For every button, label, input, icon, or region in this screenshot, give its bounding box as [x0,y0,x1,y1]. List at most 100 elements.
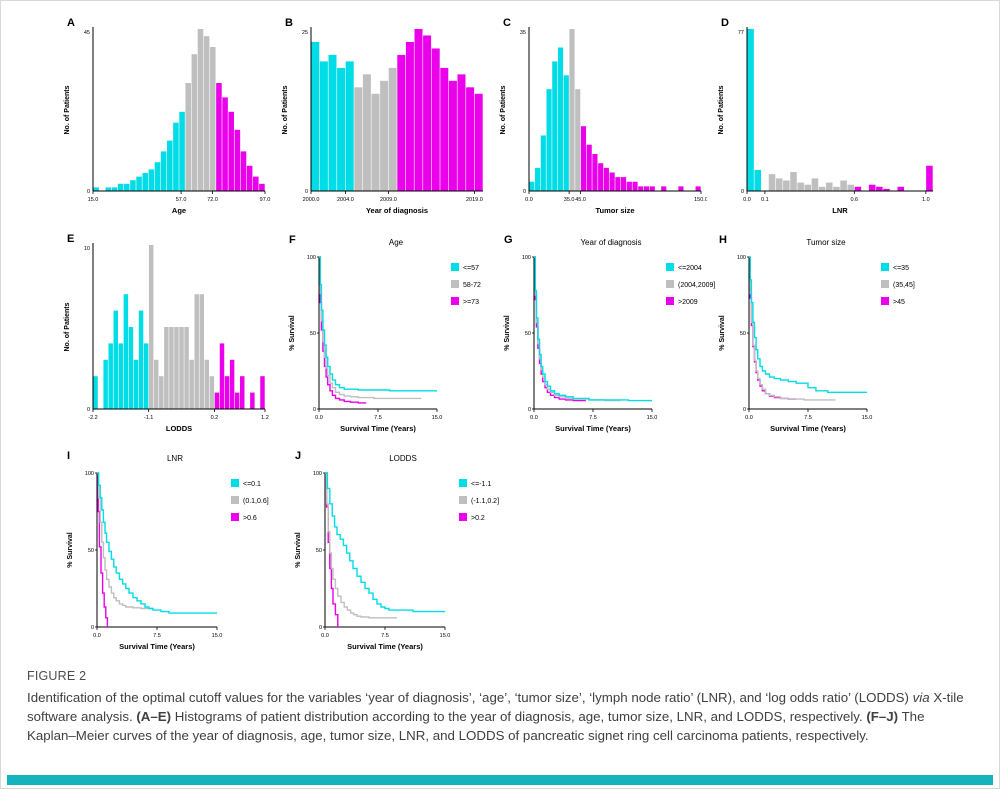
svg-text:57.0: 57.0 [176,197,187,203]
svg-text:72.0: 72.0 [207,197,218,203]
svg-text:100: 100 [522,255,531,261]
km-h-svg: 0.0 7.5 15.0 100 50 0 Survival Time (Years) % S… [719,234,915,433]
svg-text:No. of Patients: No. of Patients [282,85,289,134]
caption-segment: The Kaplan–Meier curves of the year of d… [27,708,925,743]
panel-e-lodds-histogram: -2.2 -1.1 0.2 1.2 10 0 LODDS No. of Patients E [59,231,271,445]
svg-text:No. of Patients: No. of Patients [500,85,507,134]
svg-text:(-1.1,0.2]: (-1.1,0.2] [471,498,499,505]
histogram-b-svg: 2000.0 2004.0 2009.0 2019.0 25 0 Year of diagn… [282,17,483,215]
legend-swatch-gray [231,496,239,504]
svg-text:7.5: 7.5 [153,633,161,639]
svg-text:(0.1,0.6]: (0.1,0.6] [243,498,269,505]
svg-text:97.0: 97.0 [260,197,271,203]
legend-swatch-cyan [459,479,467,487]
svg-text:100: 100 [737,255,746,261]
km-f-svg: 0.0 7.5 15.0 100 50 0 Survival Time (Years) % S… [289,234,481,433]
legend-swatch-cyan [666,263,674,271]
svg-text:0: 0 [87,189,90,195]
svg-text:0: 0 [523,189,526,195]
histogram-d-svg: 0.0 0.1 0.6 1.0 77 0 LNR No. of Patients D [718,17,933,215]
svg-text:50: 50 [740,331,746,337]
svg-text:15.0: 15.0 [440,633,451,639]
figure-caption: FIGURE 2 Identification of the optimal c… [27,669,975,746]
svg-text:F: F [289,234,296,246]
histogram-e-svg: -2.2 -1.1 0.2 1.2 10 0 LODDS No. of Patients E [64,233,269,433]
svg-text:45: 45 [84,30,90,36]
svg-text:Tumor size: Tumor size [806,238,846,247]
caption-segment: via [912,690,930,705]
svg-text:2000.0: 2000.0 [303,197,320,203]
svg-text:Survival Time (Years): Survival Time (Years) [340,424,416,433]
svg-text:<=57: <=57 [463,265,479,272]
svg-text:Age: Age [389,238,404,247]
figure-caption-text: Identification of the optimal cutoff val… [27,689,975,746]
legend-swatch-magenta [666,297,674,305]
svg-text:0.0: 0.0 [743,197,751,203]
panel-b-year-histogram: 2000.0 2004.0 2009.0 2019.0 25 0 Year of diagn… [277,15,489,227]
svg-text:Tumor size: Tumor size [595,206,634,215]
svg-text:35.0: 35.0 [564,197,575,203]
svg-text:0.0: 0.0 [525,197,533,203]
histogram-c-svg: 0.0 35.0 45.0 150.0 35 0 Tumor size No. of Pati… [500,17,708,215]
svg-text:7.5: 7.5 [804,415,812,421]
svg-text:50: 50 [316,548,322,554]
svg-text:Year of diagnosis: Year of diagnosis [366,206,428,215]
km-j-svg: 0.0 7.5 15.0 100 50 0 Survival Time (Years) % S… [295,450,499,651]
svg-text:Age: Age [172,206,186,215]
svg-text:50: 50 [88,548,94,554]
svg-text:100: 100 [307,255,316,261]
legend-swatch-cyan [881,263,889,271]
svg-text:No. of Patients: No. of Patients [64,302,71,351]
svg-text:No. of Patients: No. of Patients [718,85,725,134]
legend-swatch-magenta [459,513,467,521]
svg-text:C: C [503,17,511,29]
caption-segment: Histograms of patient distribution accor… [171,708,867,724]
panel-a-age-histogram: 15.0 57.0 72.0 97.0 45 0 Age No. of Patients A [59,15,271,227]
svg-text:2019.0: 2019.0 [466,197,483,203]
svg-text:<=35: <=35 [893,265,909,272]
svg-text:0: 0 [741,189,744,195]
legend-swatch-gray [459,496,467,504]
svg-text:% Survival: % Survival [295,532,302,567]
svg-text:Year of diagnosis: Year of diagnosis [580,238,641,247]
svg-text:-2.2: -2.2 [88,415,97,421]
svg-text:% Survival: % Survival [504,315,511,350]
svg-text:1.2: 1.2 [261,415,269,421]
panel-d-lnr-histogram: 0.0 0.1 0.6 1.0 77 0 LNR No. of Patients D [713,15,939,227]
panel-f-age-km-curve: 0.0 7.5 15.0 100 50 0 Survival Time (Years) % S… [283,231,511,445]
footer-accent-bar [7,775,993,785]
caption-segment: Identification of the optimal cutoff val… [27,690,913,705]
svg-text:15.0: 15.0 [432,415,443,421]
svg-text:D: D [721,17,729,29]
svg-text:>45: >45 [893,299,905,306]
svg-text:150.0: 150.0 [694,197,707,203]
caption-segment: (F–J) [866,708,899,724]
svg-text:15.0: 15.0 [88,197,99,203]
svg-text:45.0: 45.0 [575,197,586,203]
svg-text:A: A [67,17,75,29]
histogram-a-svg: 15.0 57.0 72.0 97.0 45 0 Age No. of Patients A [64,17,271,215]
legend-swatch-cyan [231,479,239,487]
svg-text:I: I [67,450,70,462]
svg-text:0.0: 0.0 [321,633,329,639]
svg-text:<=0.1: <=0.1 [243,481,261,488]
svg-text:Survival Time (Years): Survival Time (Years) [555,424,631,433]
svg-text:0: 0 [91,625,94,631]
svg-text:0: 0 [313,407,316,413]
svg-text:>0.2: >0.2 [471,515,485,522]
svg-text:Survival Time (Years): Survival Time (Years) [770,424,846,433]
svg-text:100: 100 [85,471,94,477]
legend-swatch-magenta [451,297,459,305]
legend-swatch-cyan [451,263,459,271]
svg-text:15.0: 15.0 [647,415,658,421]
svg-text:0: 0 [87,407,90,413]
svg-text:7.5: 7.5 [381,633,389,639]
panel-j-lodds-km-curve: 0.0 7.5 15.0 100 50 0 Survival Time (Years) % S… [289,447,541,663]
svg-text:0.0: 0.0 [745,415,753,421]
legend-swatch-magenta [881,297,889,305]
svg-text:>=73: >=73 [463,299,479,306]
svg-text:0: 0 [743,407,746,413]
svg-text:>2009: >2009 [678,299,698,306]
svg-text:100: 100 [313,471,322,477]
